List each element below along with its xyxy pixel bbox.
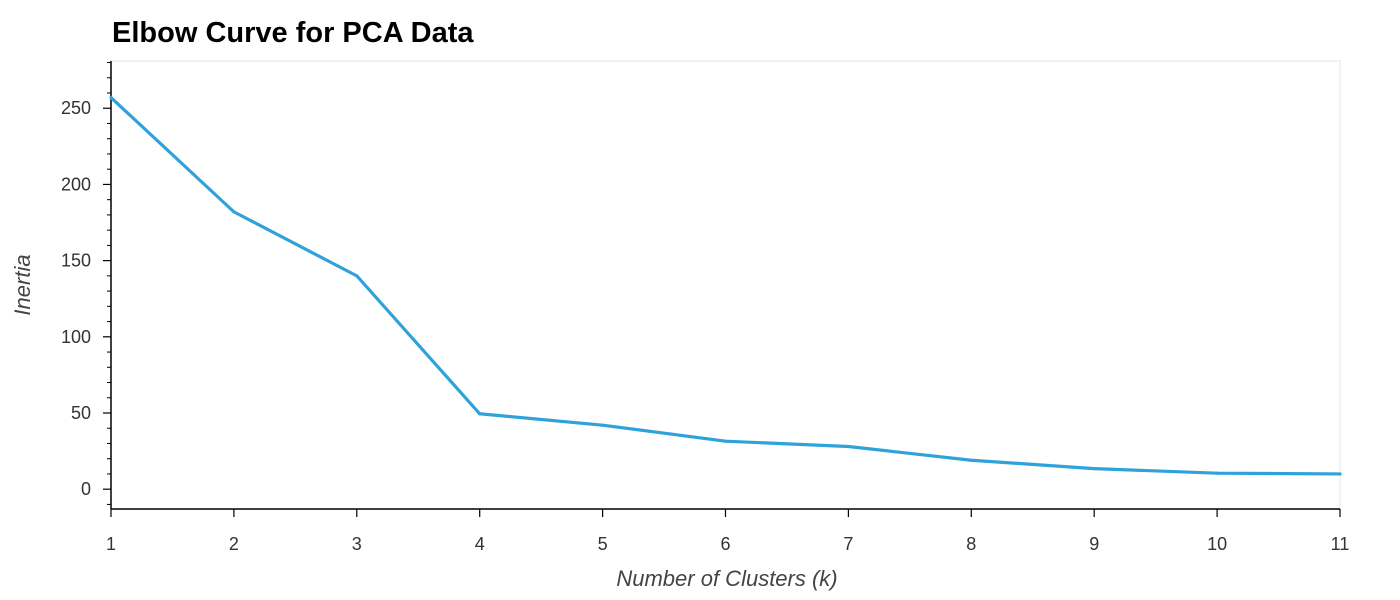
x-tick-label: 7	[843, 534, 853, 554]
y-axis-title: Inertia	[10, 254, 35, 315]
data-point	[478, 412, 482, 416]
chart-title: Elbow Curve for PCA Data	[112, 17, 474, 49]
data-point	[723, 439, 728, 443]
y-tick-label: 200	[61, 174, 91, 194]
x-tick-label: 1	[106, 534, 116, 554]
data-point	[109, 95, 113, 100]
data-point	[232, 210, 236, 214]
x-axis: 1 2 3 4 5 6 7 8 9 10 11	[106, 508, 1350, 554]
data-point	[1092, 467, 1096, 471]
x-tick-label: 9	[1089, 534, 1099, 554]
data-point	[601, 423, 605, 427]
y-tick-label: 100	[61, 327, 91, 347]
y-tick-label: 150	[61, 251, 91, 271]
data-point	[846, 444, 851, 449]
x-tick-label: 3	[352, 534, 362, 554]
data-point	[1215, 471, 1219, 475]
series-layer	[109, 95, 1342, 476]
x-tick-label: 6	[720, 534, 730, 554]
x-tick-label: 11	[1331, 534, 1350, 554]
x-tick-label: 2	[229, 534, 239, 554]
x-tick-label: 4	[475, 534, 485, 554]
data-point	[1338, 472, 1342, 476]
y-tick-label: 0	[81, 479, 91, 499]
series-line	[109, 96, 1341, 476]
data-point	[969, 458, 973, 462]
x-tick-label: 5	[598, 534, 608, 554]
x-tick-label: 10	[1207, 534, 1227, 554]
data-point	[355, 274, 359, 278]
y-tick-label: 250	[61, 98, 91, 118]
y-axis: 0 50 100 150 200 250	[61, 61, 112, 509]
y-tick-label: 50	[71, 403, 91, 423]
x-axis-title: Number of Clusters (k)	[616, 566, 837, 591]
x-tick-label: 8	[966, 534, 976, 554]
